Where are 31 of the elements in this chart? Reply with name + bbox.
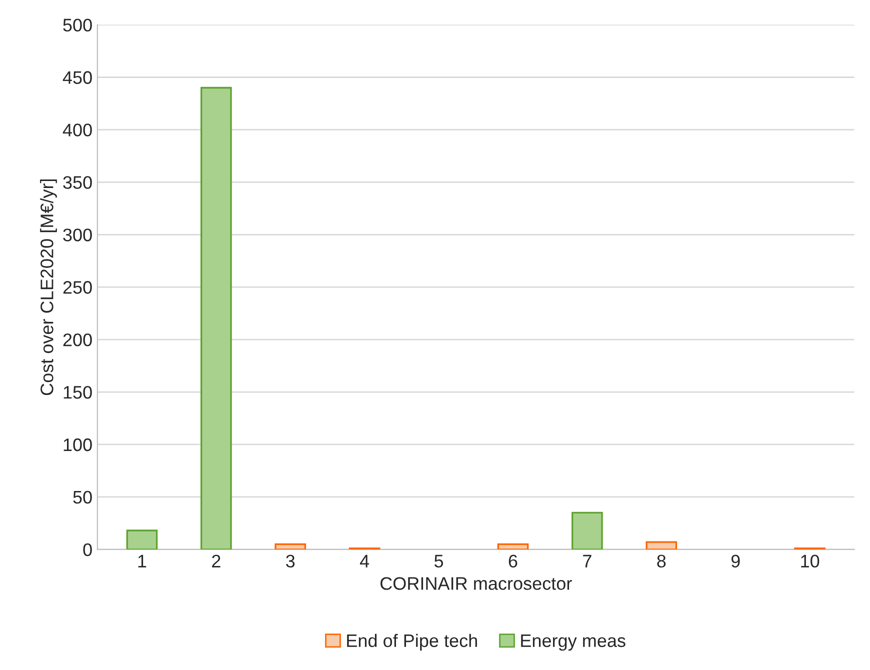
x-tick-label: 8 (657, 554, 666, 568)
x-tick-label: 6 (508, 554, 518, 568)
x-tick-label: 5 (434, 554, 444, 568)
bar (572, 512, 603, 550)
y-tick-label: 300 (63, 228, 92, 242)
x-tick-label: 2 (212, 554, 220, 568)
bar (126, 530, 158, 550)
y-tick-label: 100 (64, 438, 92, 452)
legend-label: End of Pipe tech (347, 634, 477, 651)
bar (497, 543, 529, 550)
y-tick-label: 250 (63, 281, 92, 294)
x-tick-label: 7 (583, 554, 592, 568)
x-axis-title: CORINAIR macrosector (380, 577, 572, 590)
y-tick-label: 450 (62, 71, 92, 84)
y-axis-title: Cost over CLE2020 [M€/yr] (40, 179, 57, 396)
y-tick-label: 500 (63, 18, 92, 32)
x-tick-label: 1 (138, 554, 146, 568)
y-tick-label: 400 (62, 124, 92, 136)
y-tick-label: 350 (63, 176, 92, 189)
x-tick-label: 9 (731, 554, 740, 568)
x-tick-label: 10 (801, 554, 820, 568)
bar (274, 543, 306, 550)
x-tick-label: 4 (360, 554, 370, 568)
x-tick-label: 3 (286, 554, 295, 568)
legend-label: Energy meas (521, 634, 626, 651)
y-tick-label: 150 (64, 386, 92, 399)
y-tick-label: 50 (73, 490, 92, 504)
y-tick-label: 200 (63, 333, 92, 346)
y-tick-label: 0 (83, 543, 92, 556)
bar (646, 541, 678, 550)
bar (200, 86, 232, 550)
